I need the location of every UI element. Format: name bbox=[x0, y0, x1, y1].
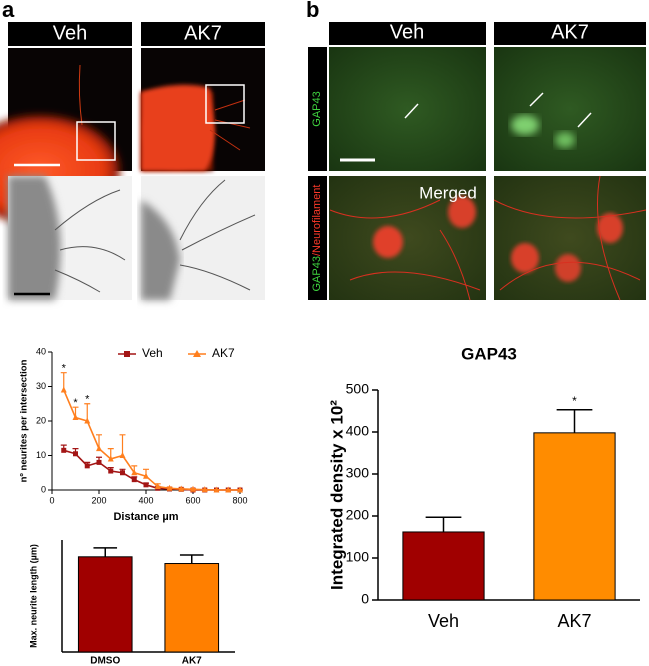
side-bar bbox=[308, 176, 327, 300]
marker bbox=[61, 447, 67, 453]
y-tick-label: 0 bbox=[361, 591, 369, 607]
marker bbox=[201, 486, 208, 493]
marker bbox=[73, 451, 78, 457]
y-tick-label: 300 bbox=[346, 465, 370, 481]
annotation: * bbox=[85, 394, 90, 406]
column-label: AK7 bbox=[551, 21, 589, 43]
x-axis-label: Distance µm bbox=[113, 511, 178, 523]
marker bbox=[84, 463, 90, 469]
marker bbox=[96, 445, 102, 452]
error-bar bbox=[179, 554, 204, 564]
annotation: * bbox=[73, 397, 78, 409]
marker bbox=[143, 482, 149, 488]
x-tick-label: 800 bbox=[232, 495, 247, 505]
x-tick-label: AK7 bbox=[182, 656, 202, 666]
header-bar bbox=[8, 22, 132, 46]
micrograph bbox=[493, 175, 647, 301]
marker bbox=[60, 386, 67, 393]
y-tick-label: 400 bbox=[346, 423, 370, 439]
micrograph bbox=[141, 48, 265, 171]
legend-marker bbox=[193, 350, 201, 357]
side-bar bbox=[308, 47, 327, 171]
x-tick-label: 400 bbox=[138, 495, 153, 505]
marker bbox=[178, 485, 185, 492]
y-axis-label: Max. neurite length (µm) bbox=[28, 544, 38, 648]
marker bbox=[72, 414, 79, 421]
y-axis-label: Integrated density x 10² bbox=[327, 400, 346, 590]
x-tick-label: 600 bbox=[185, 495, 200, 505]
x-tick-label: DMSO bbox=[90, 656, 120, 666]
y-tick-label: 100 bbox=[346, 549, 370, 565]
marker bbox=[120, 470, 125, 476]
error-bar bbox=[425, 516, 462, 532]
annotation: * bbox=[62, 363, 67, 375]
y-tick-label: 500 bbox=[346, 381, 370, 397]
marker bbox=[96, 459, 102, 465]
annotation: * bbox=[572, 394, 577, 408]
marker bbox=[190, 485, 196, 492]
row-label: GAP43/Neurofilament bbox=[311, 184, 323, 291]
panel-letter: b bbox=[306, 0, 319, 22]
micrograph bbox=[329, 47, 486, 171]
panel-letter: a bbox=[2, 0, 15, 22]
micrograph: Merged bbox=[329, 176, 486, 301]
marker bbox=[154, 483, 161, 490]
header-bar bbox=[329, 22, 486, 45]
marker bbox=[143, 472, 149, 479]
series-line bbox=[63, 389, 240, 491]
y-tick-label: 200 bbox=[346, 507, 370, 523]
marker bbox=[119, 452, 126, 458]
header-bar bbox=[141, 22, 265, 46]
marker bbox=[237, 486, 243, 493]
marker bbox=[131, 477, 137, 483]
marker bbox=[107, 455, 114, 462]
x-tick-label: 200 bbox=[91, 495, 106, 505]
column-label: AK7 bbox=[184, 22, 222, 44]
marker bbox=[131, 469, 138, 476]
error-bar bbox=[93, 547, 118, 557]
marker bbox=[213, 486, 220, 493]
y-tick-label: 0 bbox=[41, 484, 46, 494]
y-axis-label: nº neurites per intersection bbox=[19, 359, 30, 482]
y-tick-label: 20 bbox=[36, 415, 46, 425]
bar bbox=[533, 432, 616, 601]
x-tick-label: Veh bbox=[428, 611, 459, 631]
legend-marker bbox=[124, 351, 130, 357]
legend-label: Veh bbox=[142, 346, 163, 360]
row-label: GAP43 bbox=[311, 91, 323, 126]
chart-title: GAP43 bbox=[461, 344, 517, 363]
x-tick-label: AK7 bbox=[557, 611, 591, 631]
column-label: Veh bbox=[53, 22, 87, 44]
y-tick-label: 40 bbox=[36, 346, 46, 356]
bar bbox=[402, 531, 485, 601]
micrograph bbox=[8, 176, 132, 300]
marker bbox=[166, 484, 173, 491]
series-line bbox=[63, 449, 240, 491]
header-bar bbox=[494, 22, 646, 45]
marker bbox=[225, 486, 232, 493]
bar bbox=[164, 563, 220, 653]
marker bbox=[84, 417, 91, 424]
micrograph bbox=[141, 176, 265, 300]
y-tick-label: 10 bbox=[36, 450, 46, 460]
legend-label: AK7 bbox=[212, 346, 235, 360]
error-bar bbox=[556, 408, 593, 433]
x-tick-label: 0 bbox=[49, 495, 54, 505]
bar bbox=[77, 556, 133, 653]
column-label: Veh bbox=[390, 21, 424, 43]
y-tick-label: 30 bbox=[36, 381, 46, 391]
micrograph bbox=[494, 47, 646, 171]
marker bbox=[108, 468, 114, 474]
overlay-label: Merged bbox=[419, 183, 477, 202]
